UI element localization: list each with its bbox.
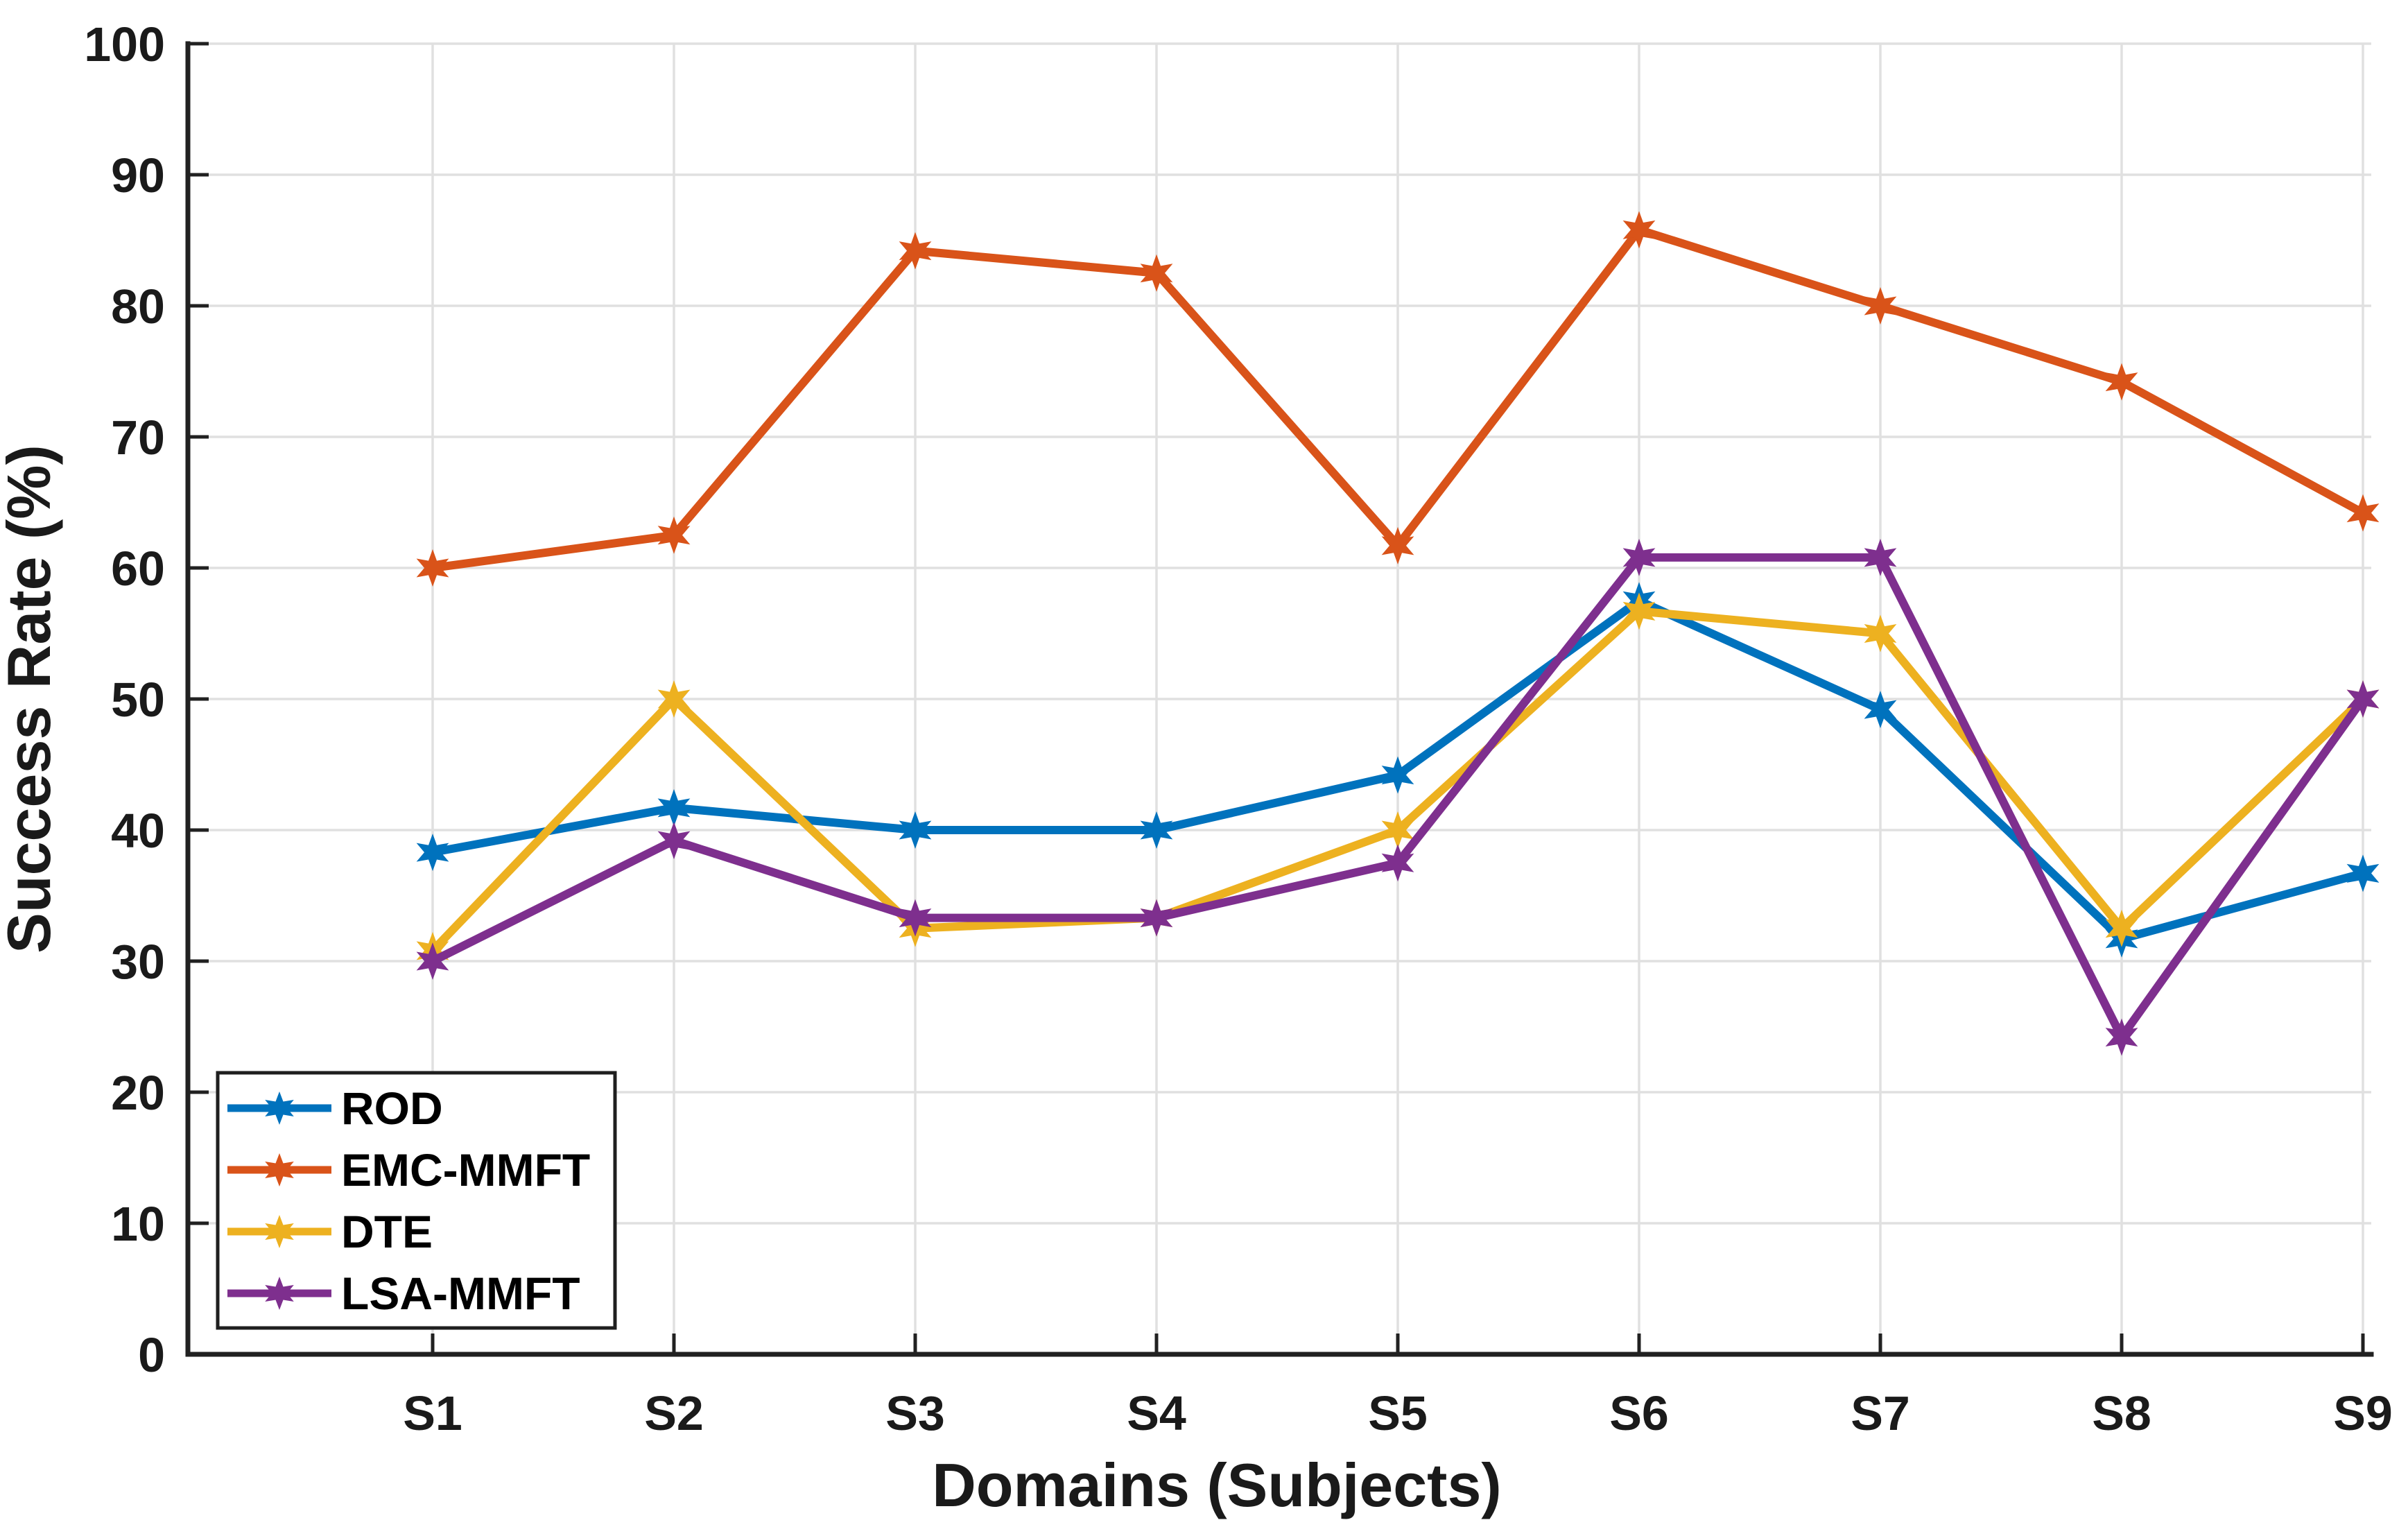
hexagram-marker-icon — [416, 942, 449, 980]
x-tick-label-S4: S4 — [1127, 1386, 1186, 1440]
legend-entry-dte: DTE — [227, 1206, 433, 1257]
x-tick-label-S9: S9 — [2333, 1386, 2393, 1440]
hexagram-marker-icon — [1140, 811, 1173, 849]
hexagram-marker-icon — [899, 811, 932, 849]
hexagram-marker-icon — [899, 232, 932, 270]
y-tick-label-50: 50 — [111, 673, 165, 727]
x-tick-label-S2: S2 — [644, 1386, 704, 1440]
hexagram-marker-icon — [1622, 211, 1656, 249]
y-axis-ticks — [188, 42, 209, 1356]
hexagram-marker-icon — [2105, 363, 2138, 401]
y-axis-label: Success Rate (%) — [0, 445, 63, 953]
x-tick-label-S3: S3 — [885, 1386, 945, 1440]
legend-label: LSA-MMFT — [341, 1268, 580, 1319]
hexagram-marker-icon — [1140, 254, 1173, 292]
legend-label: ROD — [341, 1082, 443, 1134]
horizontal-gridlines — [188, 42, 2371, 1225]
hexagram-marker-icon — [416, 834, 449, 872]
x-tick-label-S7: S7 — [1851, 1386, 1910, 1440]
hexagram-marker-icon — [1381, 811, 1414, 849]
y-axis-tick-labels: 0 10 20 30 40 50 60 70 80 90 100 — [84, 17, 165, 1382]
hexagram-marker-icon — [2105, 909, 2138, 947]
x-tick-label-S8: S8 — [2092, 1386, 2151, 1440]
hexagram-marker-icon — [1622, 592, 1656, 630]
data-series — [416, 211, 2380, 1056]
legend-box — [216, 1071, 617, 1330]
legend-entry-lsa-mmft: LSA-MMFT — [227, 1268, 580, 1319]
x-tick-label-S6: S6 — [1609, 1386, 1669, 1440]
hexagram-marker-icon — [416, 549, 449, 587]
hexagram-marker-icon — [1381, 756, 1414, 794]
hexagram-marker-icon — [2105, 1018, 2138, 1056]
y-tick-label-80: 80 — [111, 279, 165, 334]
hexagram-marker-icon — [657, 680, 691, 718]
hexagram-marker-icon — [657, 822, 691, 860]
x-tick-label-S1: S1 — [403, 1386, 462, 1440]
legend-label: EMC-MMFT — [341, 1144, 590, 1196]
hexagram-marker-icon — [1381, 526, 1414, 564]
x-axis-ticks — [431, 1334, 2365, 1354]
hexagram-marker-icon — [1140, 899, 1173, 937]
x-axis-tick-labels: S1 S2 S3 S4 S5 S6 S7 S8 S9 — [403, 1386, 2393, 1440]
legend-label: DTE — [341, 1206, 433, 1257]
y-tick-label-30: 30 — [111, 935, 165, 989]
legend: ROD EMC-MMFT DTE LSA-MMFT — [216, 1071, 617, 1330]
hexagram-marker-icon — [2346, 854, 2380, 892]
hexagram-marker-icon — [1864, 691, 1897, 729]
legend-entry-rod: ROD — [227, 1082, 443, 1134]
hexagram-marker-icon — [265, 1215, 294, 1248]
y-tick-label-40: 40 — [111, 804, 165, 858]
y-tick-label-70: 70 — [111, 411, 165, 465]
hexagram-marker-icon — [1864, 538, 1897, 576]
hexagram-marker-icon — [1381, 844, 1414, 882]
y-tick-label-90: 90 — [111, 148, 165, 202]
series-LSA-MMFT — [416, 538, 2380, 1056]
hexagram-marker-icon — [657, 788, 691, 827]
hexagram-marker-icon — [1864, 287, 1897, 325]
hexagram-marker-icon — [265, 1153, 294, 1186]
hexagram-marker-icon — [1622, 538, 1656, 576]
hexagram-marker-icon — [657, 516, 691, 554]
legend-entry-emc-mmft: EMC-MMFT — [227, 1144, 590, 1196]
hexagram-marker-icon — [2346, 494, 2380, 532]
y-tick-label-100: 100 — [84, 17, 165, 71]
y-tick-label-60: 60 — [111, 542, 165, 596]
hexagram-marker-icon — [265, 1091, 294, 1125]
y-tick-label-0: 0 — [138, 1328, 165, 1382]
series-EMC-MMFT — [416, 211, 2380, 587]
hexagram-marker-icon — [2346, 680, 2380, 718]
x-tick-label-S5: S5 — [1368, 1386, 1428, 1440]
x-axis-label: Domains (Subjects) — [932, 1451, 1501, 1519]
hexagram-marker-icon — [265, 1277, 294, 1310]
y-tick-label-20: 20 — [111, 1066, 165, 1120]
y-tick-label-10: 10 — [111, 1197, 165, 1251]
hexagram-marker-icon — [1864, 614, 1897, 653]
hexagram-marker-icon — [899, 899, 932, 937]
